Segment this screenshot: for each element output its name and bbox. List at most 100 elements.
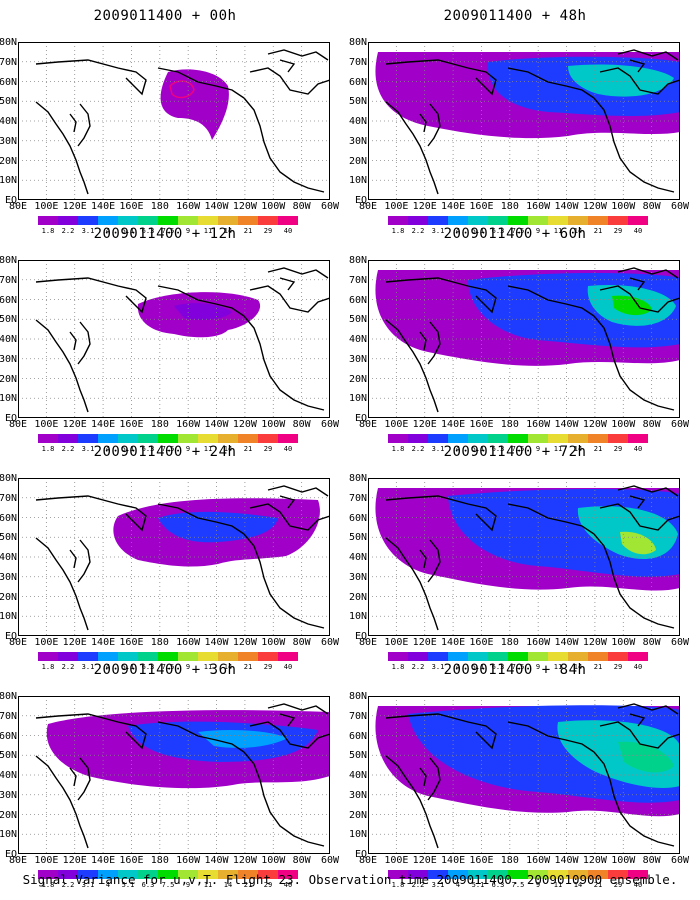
panel-title: 2009011400 + 48h xyxy=(443,8,587,24)
colorbar-swatch xyxy=(508,652,528,661)
colorbar-swatch xyxy=(488,216,508,225)
colorbar-swatch xyxy=(428,870,448,879)
coastline xyxy=(599,285,680,313)
colorbar-label: 29 xyxy=(613,227,623,235)
longitude-label: 160E xyxy=(119,637,144,648)
map-panel: 2009011400 + 12h 80N 70N 60N 50N 40N 30N 20N 10N… xyxy=(0,226,339,453)
longitude-label: 120W xyxy=(582,419,607,430)
map-frame xyxy=(368,696,680,854)
latitude-label: 80N xyxy=(349,37,368,48)
longitude-label: 80E xyxy=(358,855,378,866)
coastline xyxy=(35,537,89,631)
panel-title: 2009011400 + 12h xyxy=(93,226,237,242)
map-plot xyxy=(18,42,330,200)
latitude-label: 10N xyxy=(349,829,368,841)
map-plot xyxy=(18,260,330,418)
colorbar-swatch xyxy=(158,870,178,879)
map-plot xyxy=(368,42,680,200)
colorbar-label: 40 xyxy=(283,227,293,235)
colorbar-label: 29 xyxy=(613,445,623,453)
colorbar-label: 4 xyxy=(455,663,461,671)
longitude-label: 140E xyxy=(91,855,116,866)
longitude-label: 160E xyxy=(469,637,494,648)
colorbar-label: 1.8 xyxy=(391,663,405,671)
colorbar-swatch xyxy=(258,870,278,879)
longitude-label: 120E xyxy=(412,201,437,212)
variance-contour xyxy=(618,741,674,773)
colorbar-swatch xyxy=(158,216,178,225)
colorbar-swatch xyxy=(278,434,298,443)
colorbar-label: 3.1 xyxy=(431,445,445,453)
panel-title: 2009011400 + 00h xyxy=(93,8,237,24)
longitude-label: 100W xyxy=(611,201,636,212)
longitude-label: 160E xyxy=(119,201,144,212)
colorbar-label: 4 xyxy=(455,227,461,235)
longitude-label: 160E xyxy=(119,419,144,430)
colorbar-swatch xyxy=(588,216,608,225)
longitude-label: 120E xyxy=(62,419,87,430)
coastline xyxy=(385,495,497,532)
longitude-label: 80W xyxy=(292,637,311,648)
map-frame xyxy=(18,260,330,418)
longitude-label: 140W xyxy=(204,637,229,648)
longitude-label: 140E xyxy=(441,419,466,430)
longitude-label: 120W xyxy=(232,201,257,212)
coastline xyxy=(593,533,675,629)
colorbar-label: 1.8 xyxy=(391,445,405,453)
coastline xyxy=(507,67,595,99)
colorbar-label: 6.3 xyxy=(491,227,505,235)
colorbar-label: 40 xyxy=(633,227,643,235)
colorbar-swatch xyxy=(178,652,198,661)
colorbar-swatch xyxy=(198,652,218,661)
coastline xyxy=(267,49,329,73)
longitude-label: 60W xyxy=(670,201,690,212)
colorbar-swatch xyxy=(138,652,158,661)
latitude-label: 70N xyxy=(0,710,18,722)
colorbar-label: 4 xyxy=(105,663,111,671)
longitude-label: 120W xyxy=(582,201,607,212)
longitude-label: 160W xyxy=(526,855,551,866)
longitude-label: 120E xyxy=(412,855,437,866)
coastline xyxy=(507,503,595,535)
map-plot xyxy=(18,478,330,636)
longitude-label: 80E xyxy=(358,419,378,430)
longitude-label: 140E xyxy=(441,637,466,648)
colorbar-swatch xyxy=(38,870,58,879)
longitude-label: 80W xyxy=(642,637,661,648)
coastline xyxy=(35,277,147,314)
colorbar-label: 29 xyxy=(263,881,273,889)
longitude-label: 140W xyxy=(554,637,579,648)
panel-title: 2009011400 + 36h xyxy=(93,662,237,678)
coastline xyxy=(35,495,147,532)
colorbar-label: 3.1 xyxy=(431,227,445,235)
colorbar-swatch xyxy=(468,652,488,661)
coastline xyxy=(507,721,595,753)
colorbar-swatch xyxy=(588,652,608,661)
colorbar-swatch xyxy=(628,870,648,879)
colorbar-swatch xyxy=(218,870,238,879)
latitude-label: 20N xyxy=(349,373,368,385)
latitude-label: 50N xyxy=(349,96,368,108)
colorbar-swatch xyxy=(528,434,548,443)
latitude-label: 70N xyxy=(349,274,368,286)
colorbar: 1.8 2.2 3.1 4 5.1 6.3 7.5 9 11 14 21 29 40 xyxy=(38,216,298,238)
colorbar-swatch xyxy=(428,652,448,661)
colorbar-swatch xyxy=(198,870,218,879)
latitude-label: 70N xyxy=(0,56,18,68)
colorbar-swatch xyxy=(78,870,98,879)
colorbar-swatch xyxy=(468,434,488,443)
longitude-label: 180 xyxy=(500,855,519,866)
map-panel: 2009011400 + 84h 80N 70N 60N 50N 40N 30N 20N 10N… xyxy=(349,662,689,889)
variance-contour xyxy=(568,64,674,97)
colorbar-swatch xyxy=(38,434,58,443)
colorbar-label: 9 xyxy=(185,445,191,453)
colorbar-swatch xyxy=(508,216,528,225)
coastline xyxy=(243,315,325,411)
latitude-label: 60N xyxy=(349,294,368,306)
longitude-label: 120E xyxy=(62,201,87,212)
coastline xyxy=(249,285,330,313)
colorbar-swatch xyxy=(568,652,588,661)
colorbar-swatch xyxy=(388,652,408,661)
latitude-label: 30N xyxy=(349,353,368,365)
longitude-label: 160W xyxy=(176,855,201,866)
